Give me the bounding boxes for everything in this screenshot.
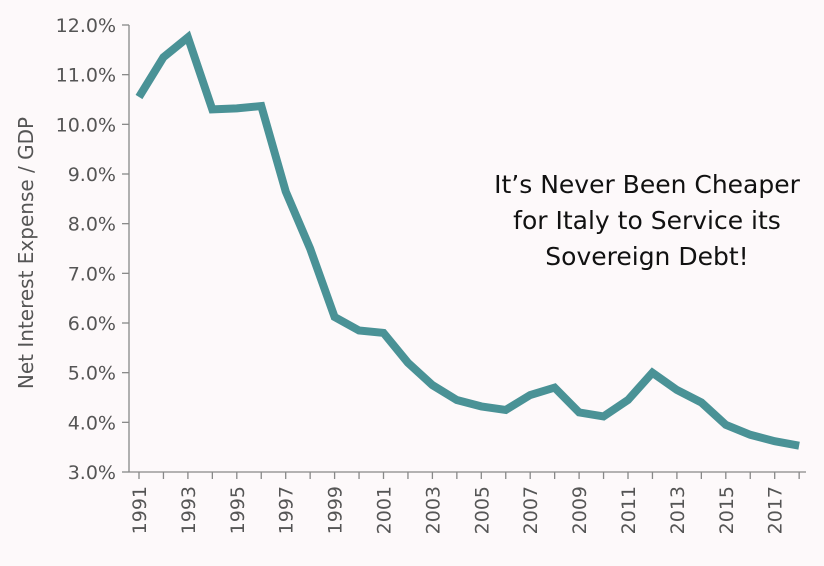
y-axis-title: Net Interest Expense / GDP [14,117,38,389]
y-tick-label: 9.0% [68,164,116,186]
annotation-line: Sovereign Debt! [545,242,748,271]
x-axis: 1991 1993 1995 1997 1999 2001 2003 2005 2007 2009… [129,471,806,534]
y-tick-label: 5.0% [68,363,116,385]
series-line [135,30,800,450]
y-tick-label: 10.0% [56,114,116,136]
plot-area [135,30,800,450]
y-tick-label: 4.0% [68,412,116,434]
y-tick-label: 11.0% [56,65,116,87]
x-tick-label: 2005 [471,486,493,534]
y-tick-label: 3.0% [68,462,116,484]
x-tick-label: 2003 [422,486,444,534]
y-tick-label: 6.0% [68,313,116,335]
x-tick-label: 2011 [618,486,640,534]
x-tick-label: 1997 [276,486,298,534]
x-tick-label: 1995 [227,486,249,534]
x-tick-label: 1991 [129,486,151,534]
x-tick-label: 2009 [569,486,591,534]
x-tick-label: 2007 [520,486,542,534]
x-tick-label: 1999 [325,486,347,534]
annotation-text: It’s Never Been Cheaper for Italy to Serv… [494,170,801,271]
annotation-line: for Italy to Service its [513,206,781,235]
annotation-line: It’s Never Been Cheaper [494,170,801,199]
y-axis: 3.0% 4.0% 5.0% 6.0% 7.0% 8.0% 9.0% 10.0% 11.0% 12… [56,15,130,484]
x-tick-label: 2013 [667,486,689,534]
x-tick-label: 2017 [765,486,787,534]
y-tick-label: 12.0% [56,15,116,37]
x-tick-label: 2001 [374,486,396,534]
y-tick-label: 7.0% [68,263,116,285]
x-tick-label: 2015 [716,486,738,534]
y-tick-label: 8.0% [68,214,116,236]
x-tick-label: 1993 [178,486,200,534]
